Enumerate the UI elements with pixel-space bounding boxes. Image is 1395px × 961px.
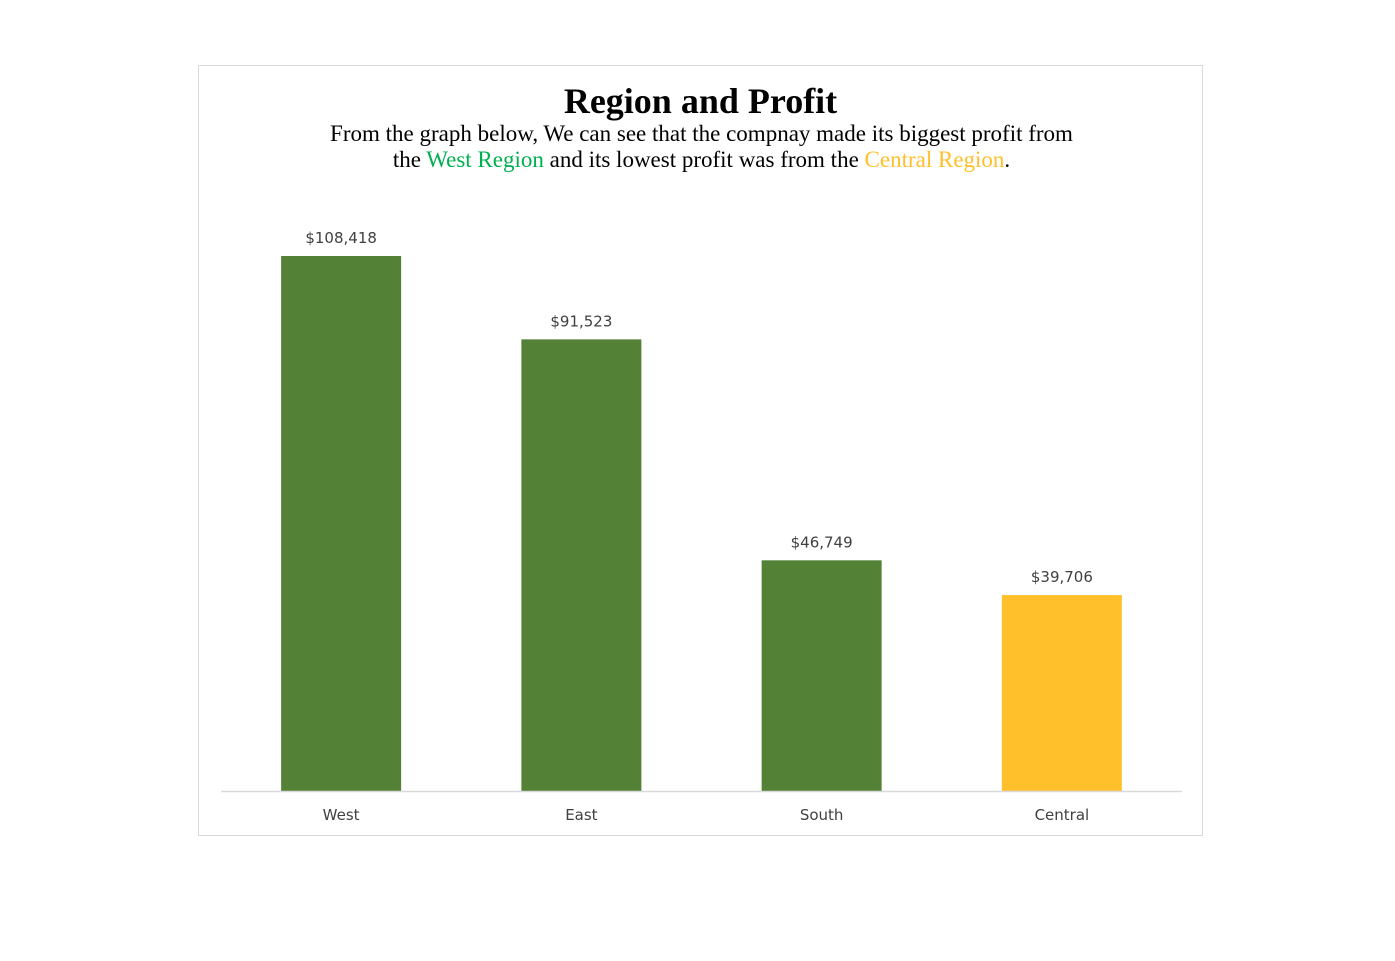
category-label-east: East: [565, 806, 597, 824]
category-label-south: South: [800, 806, 844, 824]
bar-west: [281, 256, 402, 791]
value-label-east: $91,523: [550, 312, 612, 330]
chart-title: Region and Profit: [563, 81, 838, 121]
category-label-west: West: [323, 806, 360, 824]
bar-central: [1001, 595, 1122, 791]
bars-group: $108,418 West $91,523 East $46,749 South $39,7…: [281, 229, 1122, 824]
chart-frame: Region and Profit From the graph below, …: [198, 65, 1203, 836]
subtitle-line2-prefix: the: [392, 147, 427, 172]
subtitle-line1: From the graph below, We can see that th…: [330, 121, 1073, 146]
bar-chart: $108,418 West $91,523 East $46,749 South $39,7…: [221, 229, 1182, 824]
value-label-central: $39,706: [1031, 568, 1093, 586]
bar-east: [521, 339, 642, 791]
subtitle-highlight-high: West Region: [426, 147, 544, 172]
chart-subtitle: From the graph below, We can see that th…: [289, 121, 1114, 173]
category-label-central: Central: [1035, 806, 1090, 824]
value-label-west: $108,418: [305, 229, 377, 247]
subtitle-line2-suffix: .: [1004, 147, 1011, 172]
value-label-south: $46,749: [791, 533, 853, 551]
subtitle-line2-middle: and its lowest profit was from the: [543, 147, 865, 172]
bar-south: [761, 560, 882, 791]
subtitle-highlight-low: Central Region: [864, 147, 1005, 172]
